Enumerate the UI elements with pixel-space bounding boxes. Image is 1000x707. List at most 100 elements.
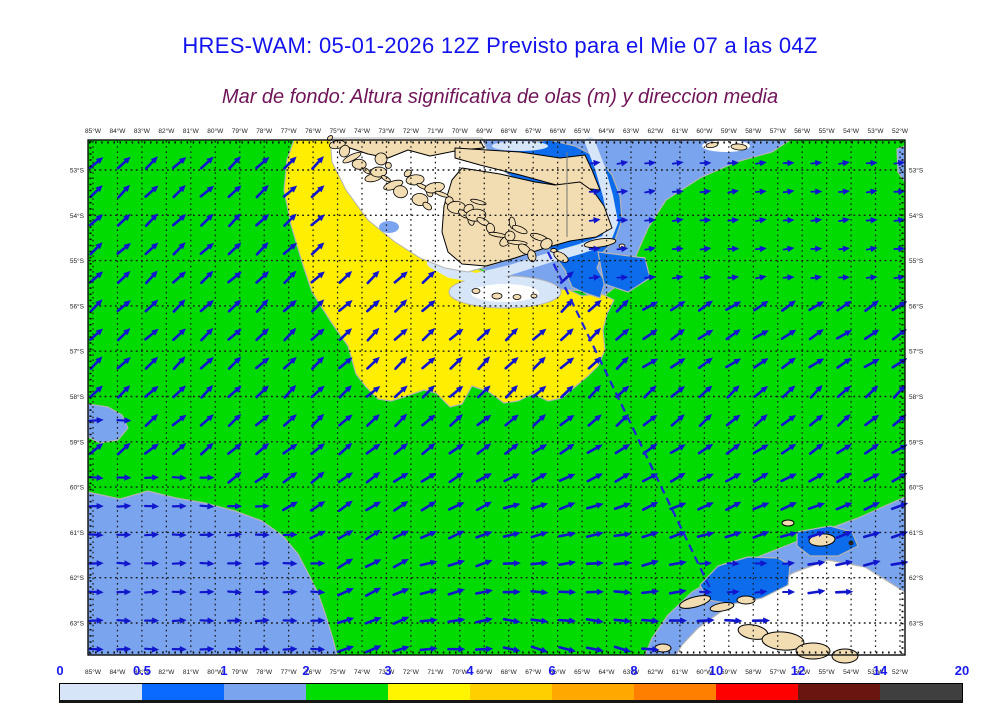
- lat-tick-label-right: 60°S: [909, 484, 924, 492]
- chart-title: HRES-WAM: 05-01-2026 12Z Previsto para e…: [182, 33, 818, 58]
- lon-tick-label-bottom: 60°W: [696, 668, 713, 676]
- lon-tick-label-bottom: 58°W: [745, 668, 762, 676]
- lon-tick-label-top: 63°W: [623, 127, 640, 135]
- lat-tick-label-left: 59°S: [70, 438, 85, 446]
- lon-tick-label-bottom: 55°W: [819, 668, 836, 676]
- colorbar-segment-10: [880, 684, 962, 700]
- lon-tick-label-bottom: 81°W: [183, 668, 200, 676]
- colorbar-segment-1: [142, 684, 224, 700]
- lon-tick-label-bottom: 74°W: [354, 668, 371, 676]
- lon-tick-label-top: 66°W: [550, 127, 567, 135]
- lon-tick-label-top: 60°W: [696, 127, 713, 135]
- lon-tick-label-top: 81°W: [183, 127, 200, 135]
- lon-tick-label-top: 77°W: [281, 127, 298, 135]
- lat-tick-label-left: 57°S: [70, 348, 85, 356]
- lon-tick-label-bottom: 67°W: [525, 668, 542, 676]
- lon-tick-label-top: 54°W: [843, 127, 860, 135]
- lon-tick-label-bottom: 72°W: [403, 668, 420, 676]
- lat-tick-label-left: 53°S: [70, 167, 85, 175]
- lat-tick-label-right: 61°S: [909, 529, 924, 537]
- lon-tick-label-top: 78°W: [256, 127, 273, 135]
- colorbar-tick-label: 1: [220, 663, 228, 678]
- lon-tick-label-top: 70°W: [452, 127, 469, 135]
- lat-tick-label-left: 58°S: [70, 393, 85, 401]
- colorbar-tick-label: 6: [548, 663, 556, 678]
- colorbar-segment-6: [552, 684, 634, 700]
- colorbar-segment-2: [224, 684, 306, 700]
- lon-tick-label-bottom: 85°W: [85, 668, 102, 676]
- colorbar-tick-label: 12: [790, 663, 806, 678]
- lon-tick-label-bottom: 80°W: [207, 668, 224, 676]
- lon-tick-label-top: 68°W: [501, 127, 518, 135]
- lon-tick-label-top: 56°W: [794, 127, 811, 135]
- lon-tick-label-top: 75°W: [330, 127, 347, 135]
- lon-tick-label-top: 67°W: [525, 127, 542, 135]
- lon-tick-label-top: 62°W: [647, 127, 664, 135]
- lon-tick-label-bottom: 73°W: [378, 668, 395, 676]
- lon-tick-label-bottom: 76°W: [305, 668, 322, 676]
- chart-subtitle: Mar de fondo: Altura significativa de ol…: [221, 86, 779, 108]
- lon-tick-label-top: 72°W: [403, 127, 420, 135]
- lon-tick-label-top: 76°W: [305, 127, 322, 135]
- colorbar-tick-label: 8: [630, 663, 638, 678]
- lon-tick-label-bottom: 70°W: [452, 668, 469, 676]
- lon-tick-label-bottom: 83°W: [134, 668, 151, 676]
- lon-tick-label-top: 65°W: [574, 127, 591, 135]
- colorbar-tick-label: 0.5: [132, 663, 152, 678]
- lat-tick-label-right: 57°S: [909, 348, 924, 356]
- lon-tick-label-top: 80°W: [207, 127, 224, 135]
- lon-tick-label-top: 85°W: [85, 127, 102, 135]
- lon-tick-label-top: 64°W: [599, 127, 616, 135]
- colorbar-tick-label: 2: [302, 663, 310, 678]
- lon-tick-label-bottom: 84°W: [109, 668, 126, 676]
- lat-tick-label-left: 56°S: [70, 302, 85, 310]
- lon-tick-label-bottom: 62°W: [647, 668, 664, 676]
- colorbar-segment-4: [388, 684, 470, 700]
- lon-tick-label-top: 79°W: [232, 127, 249, 135]
- colorbar-tick-label: 3: [384, 663, 392, 678]
- lon-tick-label-bottom: 56°W: [794, 668, 811, 676]
- lat-tick-label-right: 55°S: [909, 257, 924, 265]
- lat-tick-label-right: 53°S: [909, 167, 924, 175]
- lon-tick-label-bottom: 78°W: [256, 668, 273, 676]
- colorbar-segment-0: [60, 684, 142, 700]
- lon-tick-label-bottom: 65°W: [574, 668, 591, 676]
- lon-tick-label-bottom: 59°W: [721, 668, 738, 676]
- colorbar-tick-label: 10: [708, 663, 724, 678]
- lon-tick-label-bottom: 71°W: [427, 668, 444, 676]
- lat-tick-label-right: 56°S: [909, 302, 924, 310]
- lat-tick-label-left: 62°S: [70, 574, 85, 582]
- colorbar: [59, 683, 963, 703]
- lat-tick-label-left: 55°S: [70, 257, 85, 265]
- lon-tick-label-bottom: 66°W: [550, 668, 567, 676]
- lat-tick-label-left: 60°S: [70, 484, 85, 492]
- colorbar-tick-label: 4: [466, 663, 474, 678]
- wave-direction-arrows: [88, 156, 909, 654]
- lon-tick-label-top: 57°W: [770, 127, 787, 135]
- lon-tick-label-bottom: 79°W: [232, 668, 249, 676]
- lon-tick-label-top: 53°W: [868, 127, 885, 135]
- lon-tick-label-top: 69°W: [476, 127, 493, 135]
- lon-tick-label-bottom: 63°W: [623, 668, 640, 676]
- track-line: [547, 251, 711, 589]
- lat-tick-label-right: 62°S: [909, 574, 924, 582]
- axis-labels: 85°W 85°W 84°W 84°W 83°W 83°W 82°W 82°W 81°W 81°W…: [70, 127, 924, 676]
- lon-tick-label-top: 59°W: [721, 127, 738, 135]
- lon-tick-label-bottom: 75°W: [330, 668, 347, 676]
- colorbar-tick-label: 14: [872, 663, 888, 678]
- lon-tick-label-bottom: 57°W: [770, 668, 787, 676]
- map-border: [87, 139, 906, 656]
- lon-tick-label-bottom: 77°W: [281, 668, 298, 676]
- lat-tick-label-right: 63°S: [909, 620, 924, 628]
- lon-tick-label-top: 74°W: [354, 127, 371, 135]
- lon-tick-label-top: 52°W: [892, 127, 909, 135]
- lat-tick-label-left: 61°S: [70, 529, 85, 537]
- lon-tick-label-bottom: 69°W: [476, 668, 493, 676]
- lat-tick-label-right: 58°S: [909, 393, 924, 401]
- lon-tick-label-top: 55°W: [819, 127, 836, 135]
- lon-tick-label-top: 83°W: [134, 127, 151, 135]
- lon-tick-label-top: 82°W: [158, 127, 175, 135]
- graticule-grid: [89, 141, 904, 654]
